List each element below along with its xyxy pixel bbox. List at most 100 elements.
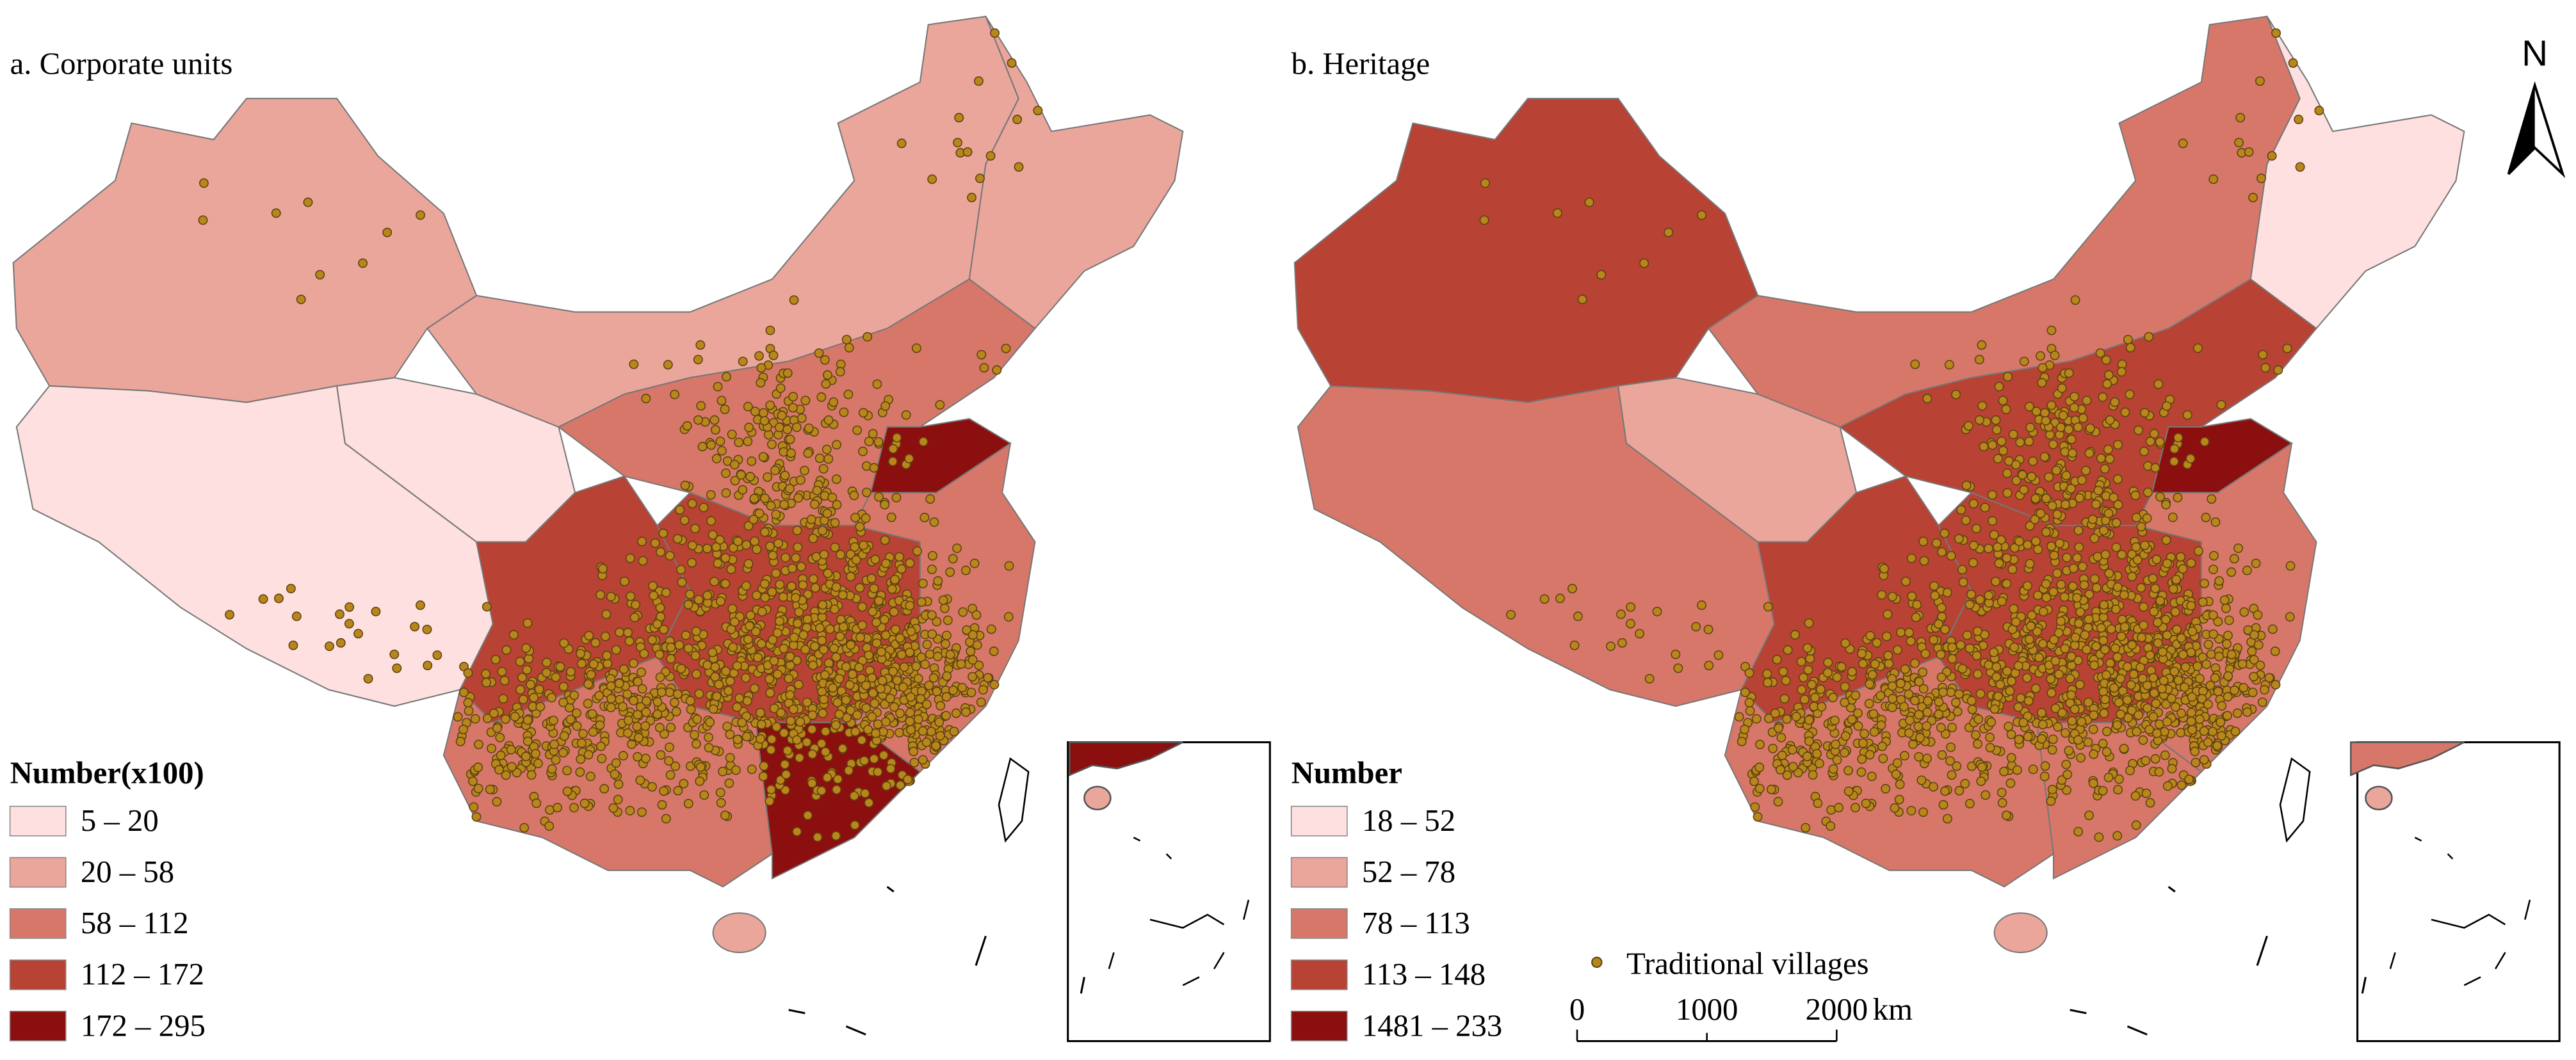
- village-point: [819, 695, 829, 705]
- village-point: [2055, 538, 2065, 549]
- village-point: [2066, 660, 2077, 670]
- north-label: N: [2522, 33, 2548, 74]
- village-point: [2094, 832, 2104, 842]
- village-point: [864, 437, 874, 447]
- village-point: [892, 433, 902, 443]
- village-point: [1802, 643, 1813, 653]
- village-point: [960, 565, 971, 575]
- village-point: [686, 704, 696, 714]
- village-point: [2045, 430, 2055, 440]
- village-point: [952, 543, 962, 553]
- village-point: [888, 666, 898, 677]
- village-point: [802, 614, 813, 624]
- village-point: [807, 724, 817, 734]
- village-point: [586, 670, 596, 680]
- village-point: [2120, 407, 2130, 417]
- village-point: [2125, 389, 2135, 399]
- village-point: [633, 677, 643, 687]
- village-point: [2058, 410, 2068, 421]
- village-point: [752, 590, 762, 600]
- village-point: [1840, 697, 1850, 707]
- province: [2249, 16, 2465, 330]
- village-point: [750, 627, 761, 637]
- village-point: [558, 748, 568, 758]
- village-point: [817, 687, 827, 696]
- village-point: [2157, 684, 2167, 694]
- legend-swatch: [9, 908, 67, 939]
- village-point: [635, 775, 645, 785]
- village-point: [706, 516, 716, 526]
- village-point: [716, 798, 726, 808]
- village-point: [606, 702, 616, 712]
- village-point: [1895, 679, 1906, 689]
- village-point: [489, 708, 499, 718]
- village-point: [932, 686, 942, 696]
- village-point: [939, 603, 950, 613]
- village-point: [603, 659, 613, 669]
- village-point: [745, 472, 756, 482]
- village-point: [1766, 784, 1776, 794]
- village-point: [1991, 415, 2001, 425]
- village-point: [2162, 781, 2173, 791]
- village-point: [1791, 712, 1801, 722]
- village-point: [1815, 759, 1824, 769]
- village-point: [1998, 396, 2008, 406]
- village-point: [791, 593, 800, 603]
- village-point: [1754, 783, 1765, 794]
- village-point: [2199, 437, 2210, 447]
- village-point: [1815, 684, 1826, 695]
- village-point: [2084, 810, 2094, 821]
- village-point: [820, 727, 830, 737]
- village-point: [1882, 631, 1891, 641]
- village-point: [587, 709, 597, 719]
- village-point: [615, 627, 625, 638]
- legend-label: 20 – 58: [81, 855, 174, 889]
- village-point: [579, 798, 590, 808]
- village-point: [817, 526, 827, 536]
- village-point: [737, 718, 747, 728]
- village-point: [597, 563, 608, 574]
- village-point: [2054, 628, 2064, 638]
- village-point: [2259, 685, 2269, 695]
- village-point: [2100, 695, 2110, 705]
- village-point: [821, 379, 831, 389]
- village-point: [1991, 662, 2002, 672]
- village-point: [599, 783, 610, 794]
- village-point: [1936, 650, 1946, 659]
- village-point: [795, 717, 806, 727]
- village-point: [741, 673, 751, 683]
- village-point: [788, 640, 798, 650]
- village-point: [681, 630, 691, 640]
- village-point: [2271, 680, 2281, 690]
- village-point: [2126, 680, 2136, 690]
- village-point: [2223, 692, 2233, 702]
- village-point: [969, 558, 980, 568]
- village-point: [584, 630, 594, 641]
- village-point: [628, 696, 638, 705]
- village-point: [713, 558, 723, 568]
- village-point: [1904, 627, 1915, 638]
- village-point: [1552, 208, 1562, 218]
- village-point: [2064, 746, 2074, 756]
- village-point: [1851, 803, 1860, 813]
- village-point: [2109, 492, 2119, 502]
- village-point: [2037, 719, 2048, 730]
- village-point: [575, 767, 585, 777]
- village-point: [775, 775, 786, 785]
- village-point: [666, 723, 676, 732]
- village-point: [2098, 636, 2109, 646]
- village-point: [1946, 687, 1956, 698]
- village-point: [838, 743, 848, 753]
- village-point: [829, 397, 839, 407]
- village-point: [562, 766, 572, 776]
- village-point: [985, 151, 996, 161]
- village-point: [485, 784, 495, 794]
- village-point: [855, 632, 865, 643]
- village-point: [286, 584, 296, 593]
- province: [1293, 97, 1759, 403]
- village-point: [637, 684, 647, 694]
- village-point: [610, 769, 620, 780]
- village-point: [814, 453, 825, 463]
- inset-islands: [2389, 837, 2531, 986]
- village-point: [2136, 582, 2146, 593]
